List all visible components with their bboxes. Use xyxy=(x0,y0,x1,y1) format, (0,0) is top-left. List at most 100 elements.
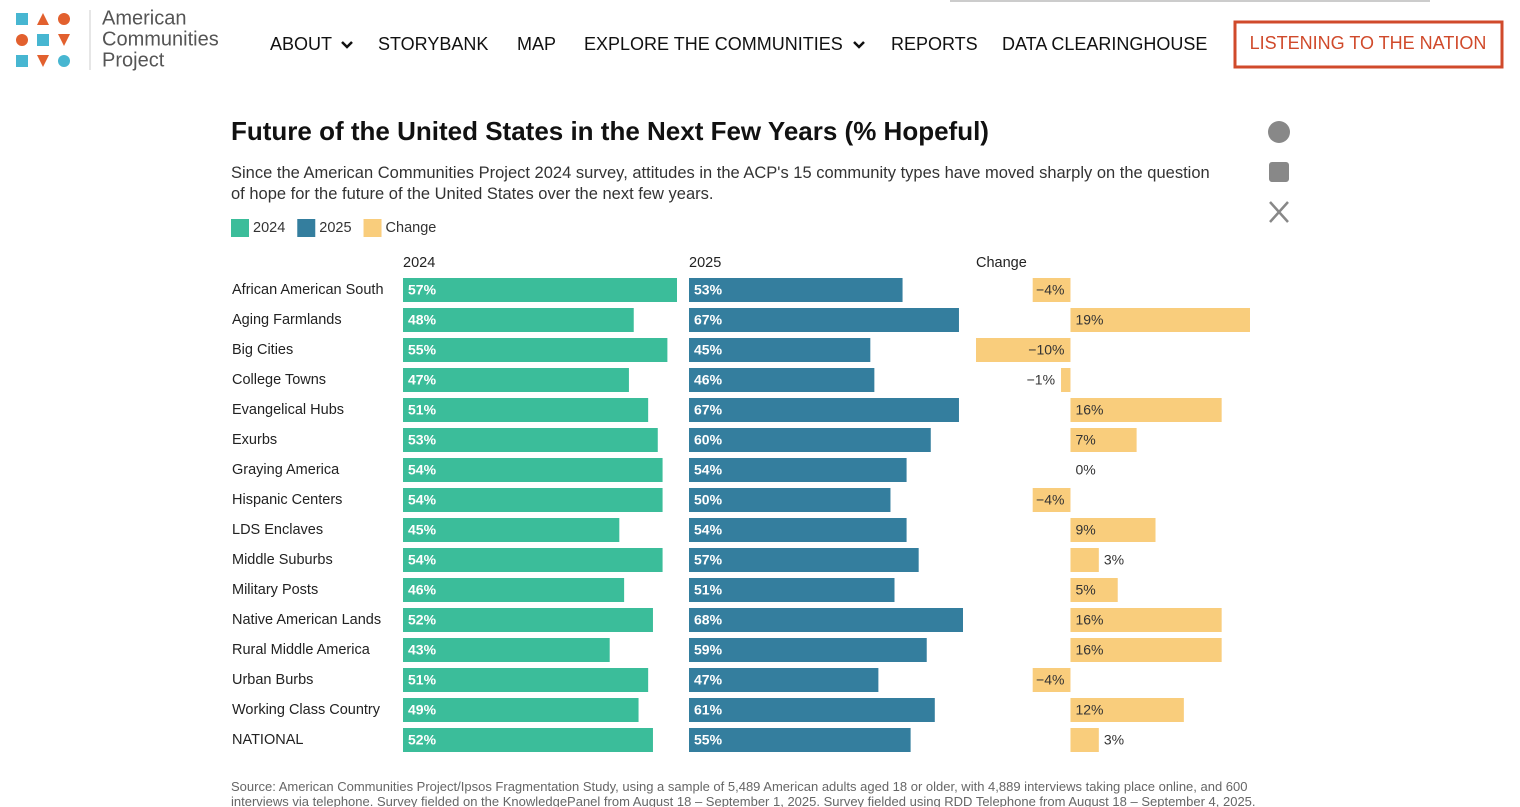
bar xyxy=(1032,668,1071,692)
value-label: −4% xyxy=(1036,672,1064,688)
x-icon[interactable] xyxy=(1269,201,1289,223)
value-label: 52% xyxy=(408,612,437,628)
value-label: 7% xyxy=(1075,432,1095,448)
cta-button[interactable] xyxy=(1233,20,1504,69)
value-label: 54% xyxy=(408,462,437,478)
value-label: 51% xyxy=(408,672,437,688)
category-label: Military Posts xyxy=(232,582,318,598)
bar xyxy=(403,638,610,662)
logo-text[interactable]: Communities xyxy=(102,28,219,50)
category-label: College Towns xyxy=(232,372,326,388)
logo-text[interactable]: Project xyxy=(102,49,165,71)
value-label: 47% xyxy=(694,672,723,688)
bar xyxy=(1070,428,1137,452)
value-label: 19% xyxy=(1075,312,1103,328)
value-label: 12% xyxy=(1075,702,1103,718)
category-label: Evangelical Hubs xyxy=(232,402,344,418)
dropdown-chevron[interactable] xyxy=(853,41,865,49)
bar xyxy=(689,518,907,542)
bar xyxy=(403,548,663,572)
bar xyxy=(403,578,625,602)
value-label: 0% xyxy=(1075,462,1095,478)
legend-swatch xyxy=(363,219,382,237)
bar xyxy=(1032,488,1071,512)
value-label: 57% xyxy=(408,282,437,298)
value-label: −4% xyxy=(1036,492,1064,508)
bar xyxy=(689,398,959,422)
bar xyxy=(403,398,649,422)
value-label: 3% xyxy=(1104,552,1124,568)
bar xyxy=(1070,308,1250,332)
category-label: LDS Enclaves xyxy=(232,522,323,538)
value-label: 47% xyxy=(408,372,437,388)
bar xyxy=(403,518,620,542)
value-label: 16% xyxy=(1075,642,1103,658)
bar xyxy=(403,668,649,692)
nav-link[interactable]: DATA CLEARINGHOUSE xyxy=(1002,34,1207,54)
value-label: 55% xyxy=(408,342,437,358)
bar xyxy=(689,548,919,572)
bar xyxy=(403,368,629,392)
value-label: 53% xyxy=(408,432,437,448)
logo-icon[interactable] xyxy=(16,13,70,67)
value-label: −4% xyxy=(1036,282,1064,298)
bar xyxy=(1070,608,1222,632)
bar xyxy=(403,608,653,632)
cta-label[interactable]: LISTENING TO THE NATION xyxy=(1250,33,1487,53)
legend-label: Change xyxy=(386,220,437,236)
bar xyxy=(403,728,653,752)
value-label: 16% xyxy=(1075,402,1103,418)
value-label: 68% xyxy=(694,612,723,628)
value-label: 59% xyxy=(694,642,723,658)
value-label: 51% xyxy=(694,582,723,598)
chart-subtitle: Since the American Communities Project 2… xyxy=(231,164,1210,203)
value-label: 61% xyxy=(694,702,723,718)
bar xyxy=(403,308,634,332)
bar xyxy=(403,278,677,302)
bar xyxy=(689,578,895,602)
bar xyxy=(1070,698,1184,722)
category-label: Exurbs xyxy=(232,432,277,448)
share-icons[interactable] xyxy=(1268,121,1290,223)
category-label: Graying America xyxy=(232,462,340,478)
nav-link[interactable]: STORYBANK xyxy=(378,34,488,54)
logo-text[interactable]: American xyxy=(102,7,186,29)
linkedin-icon[interactable] xyxy=(1269,162,1289,182)
value-label: 67% xyxy=(694,312,723,328)
value-label: 54% xyxy=(408,492,437,508)
nav-link[interactable]: EXPLORE THE COMMUNITIES xyxy=(584,34,843,54)
category-label: Rural Middle America xyxy=(232,642,371,658)
nav-link[interactable]: REPORTS xyxy=(891,34,978,54)
value-label: 54% xyxy=(694,462,723,478)
legend-label: 2025 xyxy=(319,220,351,236)
bar xyxy=(1070,638,1222,662)
bar xyxy=(403,338,668,362)
bar xyxy=(1070,398,1222,422)
category-label: NATIONAL xyxy=(232,732,303,748)
bar xyxy=(1070,518,1156,542)
value-label: 54% xyxy=(408,552,437,568)
bar xyxy=(689,308,959,332)
bar xyxy=(1070,728,1099,752)
panel-header: 2024 xyxy=(403,255,435,271)
bar xyxy=(689,728,911,752)
bar xyxy=(1070,578,1118,602)
category-label: Big Cities xyxy=(232,342,293,358)
bar xyxy=(689,368,875,392)
value-label: 54% xyxy=(694,522,723,538)
facebook-icon[interactable] xyxy=(1268,121,1290,143)
legend-swatch xyxy=(231,219,249,237)
category-label: Urban Burbs xyxy=(232,672,313,688)
value-label: 50% xyxy=(694,492,723,508)
panel-header: 2025 xyxy=(689,255,721,271)
nav-link[interactable]: ABOUT xyxy=(270,34,332,54)
value-label: 49% xyxy=(408,702,437,718)
bar xyxy=(1070,548,1099,572)
value-label: 52% xyxy=(408,732,437,748)
nav-link[interactable]: MAP xyxy=(517,34,556,54)
value-label: 43% xyxy=(408,642,437,658)
dropdown-chevron[interactable] xyxy=(341,41,353,49)
category-label: African American South xyxy=(232,282,384,298)
